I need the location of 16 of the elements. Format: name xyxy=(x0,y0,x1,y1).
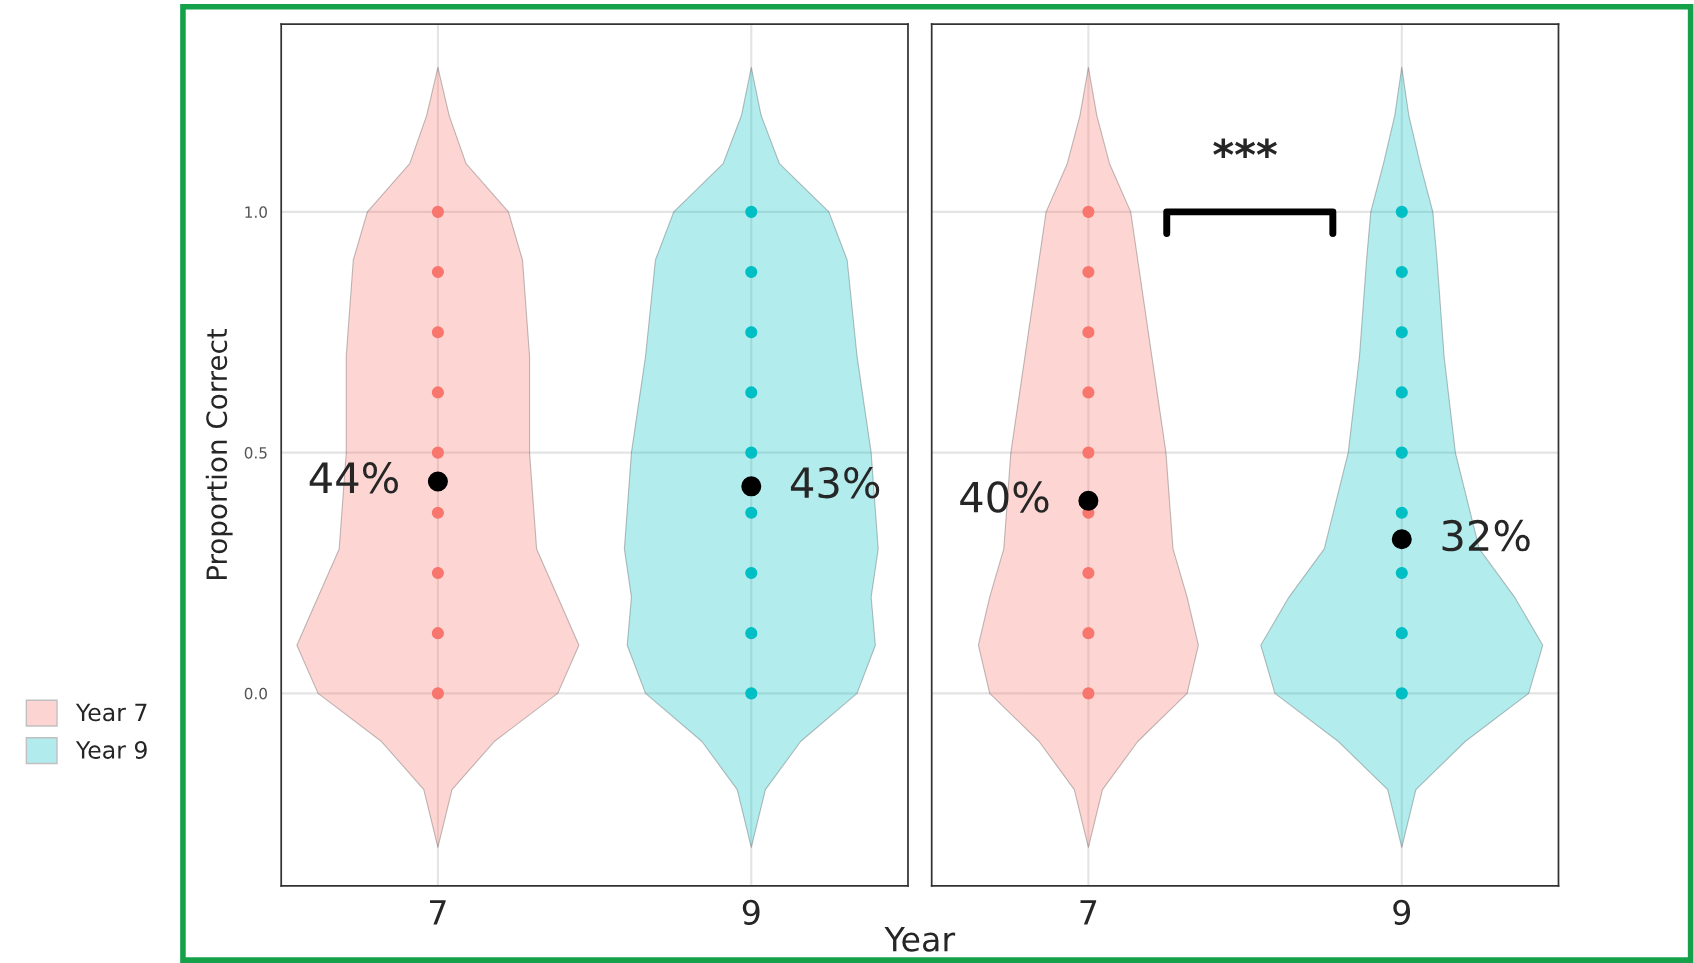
y-tick-label: 0.0 xyxy=(244,687,267,700)
x-tick-label: 7 xyxy=(430,900,446,925)
data-label: 43% xyxy=(790,466,880,499)
y-tick-label: 0.5 xyxy=(244,447,267,459)
x-tick-label: 9 xyxy=(742,899,760,925)
legend-label: Year 7 xyxy=(75,703,147,722)
x-tick-label: 7 xyxy=(1080,900,1097,925)
y-axis-title: Proportion Correct xyxy=(205,328,233,580)
data-label: 44% xyxy=(309,462,398,494)
legend-label: Year 9 xyxy=(75,741,147,759)
data-label: 32% xyxy=(1442,519,1530,552)
x-axis-title: Year xyxy=(884,926,956,952)
annotation: *** xyxy=(1213,138,1277,158)
x-tick-label: 9 xyxy=(1393,899,1411,925)
data-label: 40% xyxy=(960,481,1049,513)
y-tick-label: 1.0 xyxy=(245,206,267,218)
